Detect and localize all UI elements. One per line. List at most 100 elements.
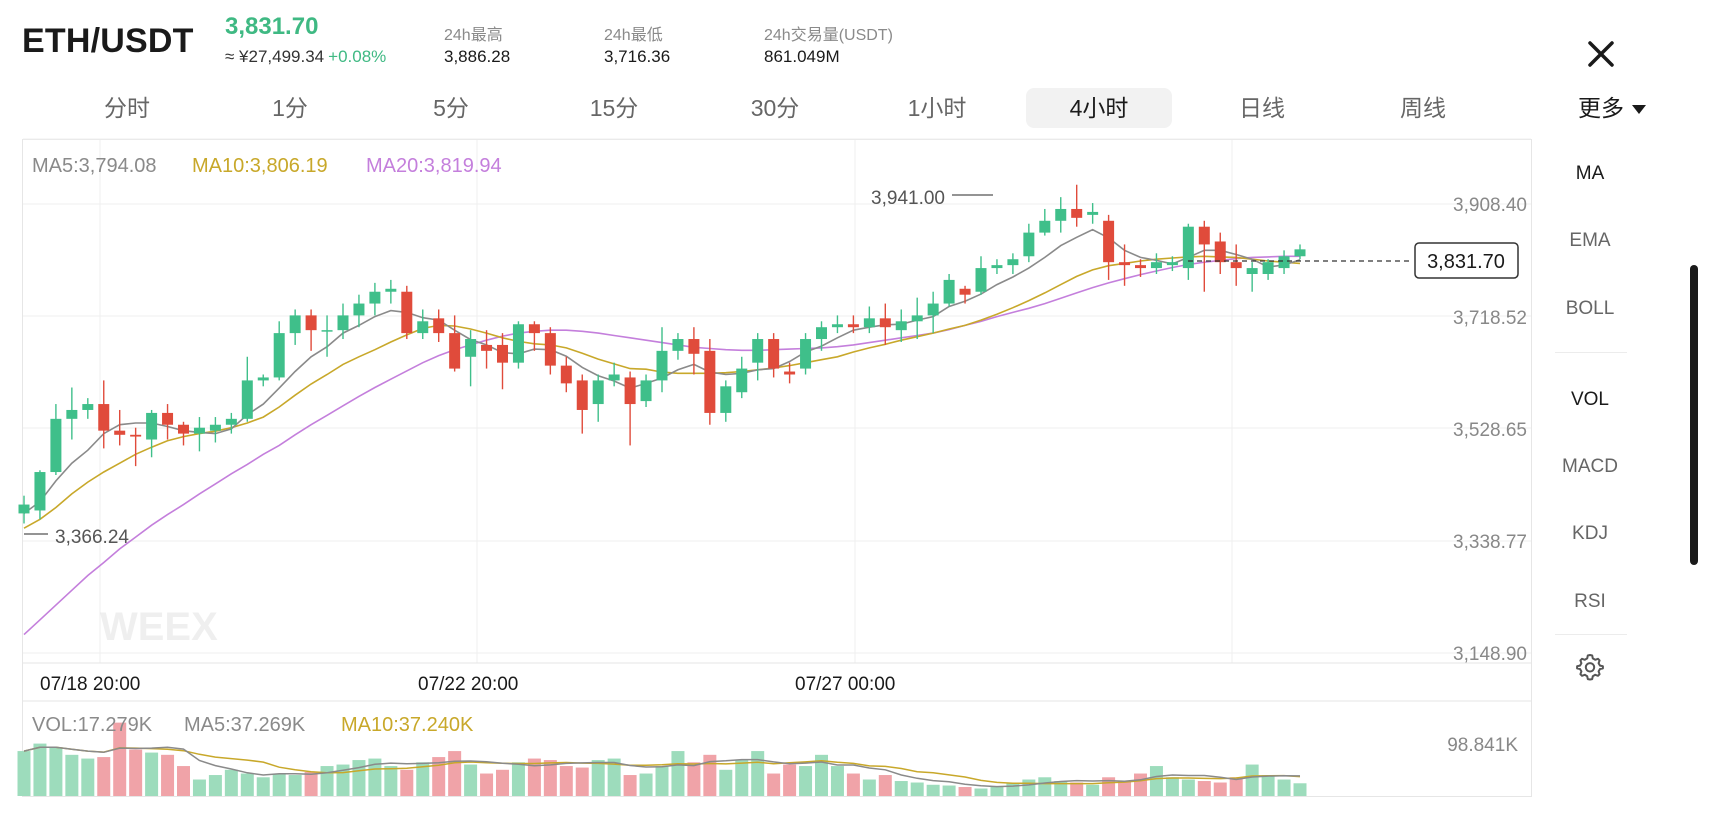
candle-body-2 [50,418,62,473]
volume-bar-24 [400,769,414,796]
volume-bar-56 [910,782,924,796]
volume-bar-40 [655,766,669,796]
candle-21 [353,294,365,328]
volume-bar-18 [304,772,318,796]
grid-lines [23,138,1531,702]
candle-18 [305,309,317,351]
tab-15m[interactable]: 15分 [589,95,639,121]
volume-bar-52 [846,773,860,796]
candle-body-53 [863,318,875,328]
candle-body-28 [465,339,477,357]
tab-1m[interactable]: 1分 [272,95,308,121]
stat-high-label: 24h最高 [444,27,503,44]
y-tick-2: 3,528.65 [1453,420,1527,441]
candle-25 [417,309,429,340]
volume-bar-19 [320,766,334,796]
candle-16 [273,321,285,381]
max-label: 3,941.00 [871,188,945,209]
tab-fenshi[interactable]: 分时 [104,95,150,121]
indicator-boll[interactable]: BOLL [1565,298,1615,319]
candle-body-75 [1214,241,1226,263]
tab-weekly[interactable]: 周线 [1400,95,1446,121]
tab-4h[interactable]: 4小时 [1026,88,1172,128]
more-dropdown[interactable]: 更多 [1578,88,1646,128]
candle-44 [720,380,732,422]
indicator-ema[interactable]: EMA [1569,230,1611,251]
candle-body-63 [1023,232,1035,257]
indicator-vol[interactable]: VOL [1570,389,1610,410]
candle-body-11 [193,427,205,434]
candle-79 [1278,250,1290,274]
candle-body-52 [847,324,859,328]
volume-bar-69 [1118,781,1132,796]
candle-28 [465,330,477,387]
vol-ma5-legend: MA5:37.269K [184,714,306,736]
volume-bar-50 [815,754,828,796]
candle-body-17 [289,315,301,334]
ma20-legend: MA20:3,819.94 [366,155,502,177]
candle-42 [688,327,700,375]
candle-body-66 [1071,208,1083,218]
chevron-down-icon [1632,105,1646,115]
candle-74 [1198,220,1210,292]
candle-body-13 [225,418,237,425]
candle-54 [879,303,891,345]
volume-bar-37 [607,758,621,796]
candle-48 [784,362,796,384]
tab-1h[interactable]: 1小时 [907,95,967,121]
candle-12 [209,417,221,443]
volume-bar-14 [240,773,254,796]
indicator-macd[interactable]: MACD [1562,456,1618,477]
volume-bar-55 [894,781,908,796]
candle-46 [752,333,764,381]
volume-bar-44 [719,769,733,796]
candle-body-4 [82,404,94,410]
candle-2 [50,404,62,475]
indicator-kdj[interactable]: KDJ [1572,523,1608,544]
volume-bar-71 [1149,766,1163,796]
candle-76 [1230,244,1242,286]
candle-body-60 [975,268,987,292]
candle-55 [895,309,907,342]
candle-body-14 [241,380,253,419]
min-label: 3,366.24 [55,527,129,548]
candle-26 [433,309,445,342]
candle-body-76 [1230,262,1242,269]
tab-30m[interactable]: 30分 [750,95,800,121]
candle-body-69 [1119,262,1131,266]
volume-bar-42 [687,762,701,796]
volume-bar-21 [352,760,366,796]
volume-bar-51 [830,766,844,796]
candle-4 [82,398,94,419]
candle-73 [1182,223,1194,280]
indicator-ma[interactable]: MA [1575,163,1605,184]
volume-bar-76 [1229,777,1243,796]
volume-bar-10 [177,766,190,796]
candle-body-34 [560,365,572,384]
close-button[interactable] [1583,36,1619,72]
more-label: 更多 [1578,95,1624,121]
vol-ma10-line [23,746,1301,785]
candle-body-56 [911,315,923,322]
candle-31 [512,321,524,369]
candle-68 [1103,214,1115,280]
candle-body-71 [1150,262,1162,269]
candle-body-37 [608,374,620,381]
volume-bar-64 [1038,777,1052,796]
settings-button[interactable] [1575,652,1605,688]
candle-20 [337,303,349,340]
tab-daily[interactable]: 日线 [1239,95,1285,121]
stat-volume-value: 861.049M [764,47,840,66]
tab-5m[interactable]: 5分 [433,95,469,121]
candle-32 [528,321,540,351]
candle-62 [1007,253,1019,274]
candle-body-32 [528,324,540,334]
scrollbar[interactable] [1690,265,1698,565]
volume-bar-1 [33,743,47,796]
side-divider-2 [1555,634,1627,635]
candle-78 [1262,259,1274,280]
indicator-rsi[interactable]: RSI [1574,591,1606,612]
candle-7 [130,427,142,467]
candle-52 [847,315,859,334]
